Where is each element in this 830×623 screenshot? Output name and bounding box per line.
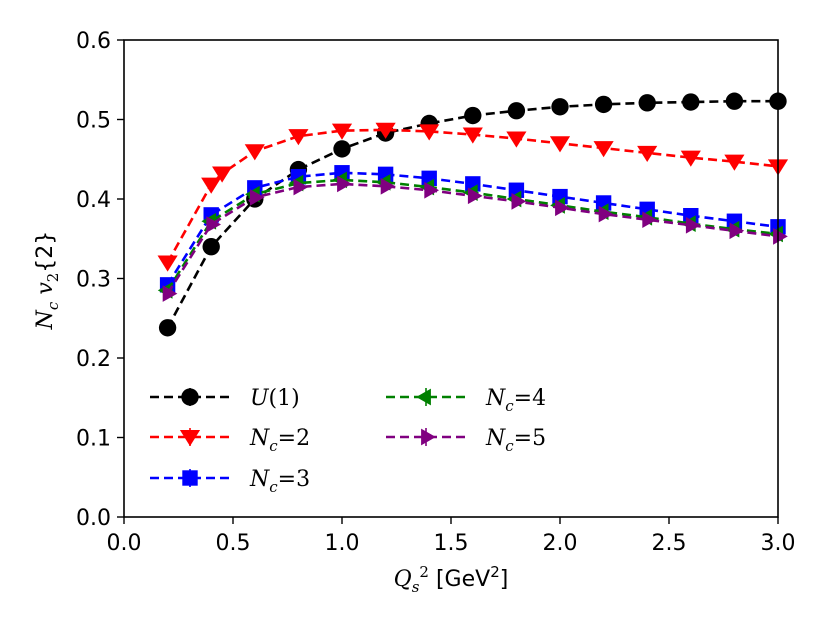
data-point	[293, 178, 309, 196]
legend-entry: U(1)	[150, 386, 300, 411]
legend-marker	[181, 388, 199, 406]
svg-text:Qs2 [GeV2]: Qs2 [GeV2]	[394, 563, 509, 596]
data-point	[685, 216, 701, 234]
data-point	[729, 222, 745, 240]
x-tick-label: 1.0	[325, 531, 360, 556]
data-point	[249, 189, 265, 206]
legend: U(1) Nc=4 Nc=2 Nc=5 Nc=3	[150, 386, 546, 496]
series-line	[166, 128, 779, 264]
series-n-c-2	[157, 122, 789, 272]
data-point	[682, 93, 700, 111]
data-point	[507, 102, 526, 120]
y-tick-label: 0.4	[76, 188, 111, 213]
legend-entry: Nc=2	[150, 426, 310, 455]
legend-entry: Nc=3	[150, 467, 310, 496]
plot-frame	[123, 39, 779, 518]
data-point	[157, 255, 178, 272]
data-point	[212, 166, 233, 183]
x-tick-label: 0.5	[216, 531, 251, 556]
x-tick-label: 3.0	[761, 531, 796, 556]
data-point	[375, 122, 396, 139]
legend-marker	[179, 429, 201, 447]
x-axis-label: Qs2 [GeV2]	[394, 563, 509, 596]
legend-entry: Nc=4	[386, 386, 546, 415]
legend-label: Nc=2	[249, 426, 310, 455]
data-point	[244, 144, 265, 161]
legend-entry: Nc=5	[386, 426, 546, 455]
legend-marker	[421, 428, 436, 446]
data-point	[464, 106, 482, 125]
x-tick-label: 0.0	[107, 531, 142, 556]
data-point	[642, 211, 657, 228]
x-tick-label: 2.5	[652, 531, 687, 556]
legend-label: Nc=3	[249, 467, 310, 496]
svg-text:Nc v2{2}: Nc v2{2}	[33, 231, 62, 331]
axes-layer: 0.0 0.5 1.0 1.5 2.0 2.5 3.0 0.0 0.1 0.2 0.3 0.4 0.5 0…	[76, 29, 796, 556]
data-point	[598, 205, 614, 223]
data-point	[206, 216, 221, 233]
data-point	[380, 177, 396, 195]
legend-label: Nc=4	[485, 386, 546, 415]
legend-label: U(1)	[250, 386, 300, 411]
data-point	[419, 124, 440, 141]
data-point	[467, 187, 483, 205]
legend-marker	[182, 470, 198, 486]
y-tick-label: 0.3	[76, 268, 111, 293]
legend-label: Nc=5	[485, 426, 546, 455]
data-point	[337, 175, 352, 193]
data-point	[551, 98, 569, 116]
y-tick-label: 0.2	[76, 347, 111, 372]
data-point	[333, 140, 351, 158]
x-tick-label: 2.0	[543, 531, 578, 556]
data-point	[680, 150, 701, 167]
y-axis-label: Nc v2{2}	[33, 231, 62, 331]
data-point	[506, 131, 527, 148]
data-point	[549, 136, 571, 153]
data-point	[288, 129, 309, 146]
data-point	[773, 228, 788, 245]
data-point	[201, 177, 222, 194]
data-point	[724, 154, 745, 171]
y-tick-label: 0.6	[76, 29, 111, 54]
data-point	[162, 285, 178, 302]
data-point	[424, 181, 439, 199]
data-point	[555, 199, 570, 217]
data-point	[202, 238, 220, 256]
series-n-c-5	[162, 175, 788, 302]
data-point	[594, 95, 613, 114]
data-point	[331, 123, 353, 140]
data-point	[637, 145, 658, 162]
data-point	[725, 92, 744, 110]
y-tick-label: 0.1	[76, 427, 111, 452]
plot-layer	[157, 92, 789, 337]
x-tick-label: 1.5	[434, 531, 469, 556]
data-point	[593, 141, 614, 158]
legend-marker	[416, 388, 431, 406]
data-point	[462, 127, 483, 144]
data-point	[158, 319, 177, 337]
y-tick-label: 0.5	[76, 109, 111, 134]
y-tick-label: 0.0	[76, 506, 111, 531]
data-point	[638, 94, 656, 112]
data-point	[511, 193, 527, 210]
